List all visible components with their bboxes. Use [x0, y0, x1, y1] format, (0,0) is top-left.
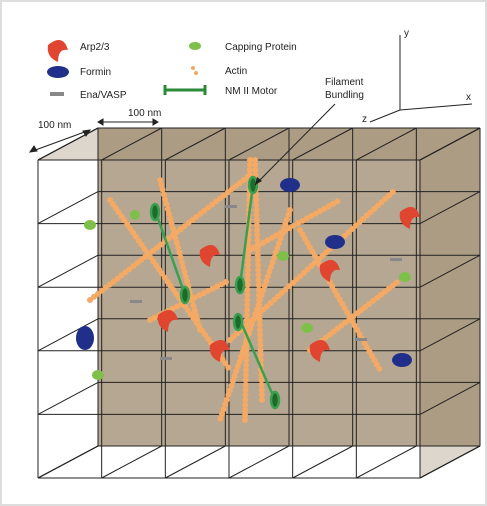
legend-icon — [50, 92, 64, 96]
scale-label: 100 nm — [38, 120, 71, 131]
legend-icon — [194, 71, 198, 75]
axis-label: y — [404, 28, 409, 39]
legend-label: Actin — [225, 66, 247, 77]
right-face — [420, 128, 480, 478]
scale-label: 100 nm — [128, 108, 161, 119]
legend-icon — [47, 66, 69, 78]
figure: Arp2/3 Formin Ena/VASP Capping Protein A… — [0, 0, 487, 506]
annotation: Filament — [325, 77, 364, 88]
annotation: Bundling — [325, 90, 364, 101]
legend-label: NM II Motor — [225, 86, 278, 97]
legend-label: Arp2/3 — [80, 42, 110, 53]
axis-label: x — [466, 92, 471, 103]
legend-label: Capping Protein — [225, 42, 297, 53]
legend-icon — [189, 42, 201, 50]
legend-label: Ena/VASP — [80, 90, 127, 101]
axis-label: z — [362, 114, 367, 125]
legend-label: Formin — [80, 67, 111, 78]
